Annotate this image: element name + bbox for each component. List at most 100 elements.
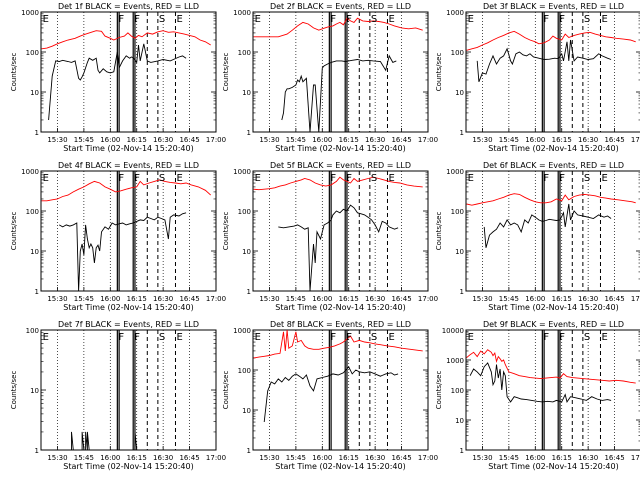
events-rate-line — [58, 212, 187, 292]
plot-frame — [465, 11, 640, 133]
x-axis-label: Start Time (02-Nov-14 15:20:40) — [63, 462, 193, 471]
lld-rate-line — [253, 329, 423, 359]
event-marker-label: F — [134, 14, 140, 25]
y-axis-label: Counts/sec — [435, 371, 443, 410]
x-axis-label: Start Time (02-Nov-14 15:20:40) — [488, 303, 618, 312]
x-tick-label: 16:45 — [604, 295, 624, 303]
event-marker-label: F — [118, 14, 124, 25]
y-tick-label: 1 — [460, 447, 464, 455]
x-tick-label: 16:45 — [604, 454, 624, 462]
event-marker-label: E — [468, 332, 474, 343]
x-tick-label: 15:30 — [259, 454, 279, 462]
x-tick-label: 16:30 — [578, 454, 598, 462]
x-axis-label: Start Time (02-Nov-14 15:20:40) — [488, 462, 618, 471]
x-tick-label: 15:30 — [47, 136, 67, 144]
y-axis-label: Counts/sec — [222, 371, 230, 410]
x-tick-label: 15:45 — [286, 295, 306, 303]
y-tick-label: 1000 — [233, 327, 251, 335]
y-tick-label: 10000 — [442, 327, 464, 335]
y-tick-label: 1000 — [446, 9, 464, 17]
lld-rate-line — [41, 30, 211, 50]
x-tick-label: 16:00 — [312, 454, 332, 462]
x-tick-label: 16:00 — [312, 295, 332, 303]
event-marker-label: F — [118, 332, 124, 343]
y-tick-label: 1000 — [21, 9, 39, 17]
x-tick-label: 17:00 — [418, 136, 438, 144]
x-tick-label: 16:30 — [578, 295, 598, 303]
x-axis-label: Start Time (02-Nov-14 15:20:40) — [275, 144, 405, 153]
events-rate-line — [469, 362, 612, 403]
lld-rate-line — [41, 179, 212, 202]
y-tick-label: 1 — [460, 288, 464, 296]
x-tick-label: 15:45 — [499, 295, 519, 303]
x-tick-label: 16:30 — [365, 136, 385, 144]
chart-title: Det 4f BLACK = Events, RED = LLD — [58, 161, 199, 170]
x-tick-label: 16:15 — [552, 295, 572, 303]
x-tick-label: 15:45 — [499, 136, 519, 144]
event-marker-label: S — [371, 173, 377, 184]
y-tick-label: 10 — [455, 89, 464, 97]
x-tick-label: 16:00 — [525, 454, 545, 462]
x-tick-label: 16:15 — [339, 295, 359, 303]
x-tick-label: 16:30 — [153, 136, 173, 144]
event-marker-label: S — [371, 332, 377, 343]
chart-panel-6: Det 6f BLACK = Events, RED = LLD 1 10 100 10… — [435, 161, 640, 312]
event-marker-label: E — [176, 14, 182, 25]
x-tick-label: 16:30 — [365, 295, 385, 303]
event-marker-label: F — [559, 332, 565, 343]
x-tick-label: 17:00 — [206, 295, 226, 303]
x-tick-label: 15:30 — [47, 454, 67, 462]
y-tick-label: 100 — [238, 208, 251, 216]
event-marker-label: F — [346, 173, 352, 184]
y-tick-label: 1 — [35, 288, 39, 296]
x-tick-label: 16:45 — [179, 295, 199, 303]
chart-panel-9: Det 9f BLACK = Events, RED = LLD 1 10 100 10… — [435, 320, 640, 471]
events-rate-line — [48, 43, 187, 121]
x-tick-label: 16:15 — [552, 136, 572, 144]
x-tick-label: 16:15 — [127, 295, 147, 303]
event-marker-label: F — [543, 332, 549, 343]
x-tick-label: 16:00 — [100, 454, 120, 462]
y-tick-label: 1000 — [233, 168, 251, 176]
x-tick-label: 16:00 — [312, 136, 332, 144]
y-axis-label: Counts/sec — [435, 212, 443, 251]
x-tick-label: 16:15 — [127, 136, 147, 144]
chart-panel-1: Det 1f BLACK = Events, RED = LLD 1 10 100 10… — [10, 2, 226, 153]
y-tick-label: 10 — [30, 248, 39, 256]
chart-title: Det 1f BLACK = Events, RED = LLD — [58, 2, 199, 11]
chart-title: Det 2f BLACK = Events, RED = LLD — [270, 2, 411, 11]
event-marker-label: E — [468, 173, 474, 184]
x-tick-label: 16:45 — [391, 454, 411, 462]
x-tick-label: 15:45 — [74, 136, 94, 144]
event-marker-label: F — [543, 14, 549, 25]
event-marker-label: F — [330, 14, 336, 25]
y-tick-label: 1 — [247, 447, 251, 455]
event-marker-label: E — [43, 173, 49, 184]
x-tick-label: 17:00 — [631, 295, 640, 303]
y-tick-label: 10 — [242, 89, 251, 97]
x-tick-label: 16:00 — [100, 136, 120, 144]
event-marker-label: E — [255, 173, 261, 184]
x-axis-label: Start Time (02-Nov-14 15:20:40) — [275, 462, 405, 471]
x-axis-label: Start Time (02-Nov-14 15:20:40) — [275, 303, 405, 312]
y-tick-label: 10 — [30, 89, 39, 97]
chart-panel-2: Det 2f BLACK = Events, RED = LLD 1 10 100 10… — [222, 2, 438, 153]
lld-rate-line — [253, 17, 423, 38]
event-marker-label: E — [601, 173, 607, 184]
y-tick-label: 1 — [247, 129, 251, 137]
y-tick-label: 1000 — [21, 168, 39, 176]
events-rate-line — [281, 54, 397, 133]
y-axis-label: Counts/sec — [10, 212, 18, 251]
plot-frame — [465, 170, 640, 292]
y-tick-label: 10 — [242, 407, 251, 415]
x-tick-label: 16:45 — [179, 454, 199, 462]
x-tick-label: 15:45 — [74, 454, 94, 462]
y-tick-label: 10 — [30, 387, 39, 395]
chart-panel-3: Det 3f BLACK = Events, RED = LLD 1 10 100 10… — [435, 2, 640, 153]
event-marker-label: S — [584, 173, 590, 184]
y-tick-label: 1 — [35, 129, 39, 137]
y-tick-label: 10 — [455, 417, 464, 425]
x-tick-label: 17:00 — [206, 136, 226, 144]
chart-panel-7: Det 7f BLACK = Events, RED = LLD 1 10 100 Co… — [10, 320, 226, 471]
